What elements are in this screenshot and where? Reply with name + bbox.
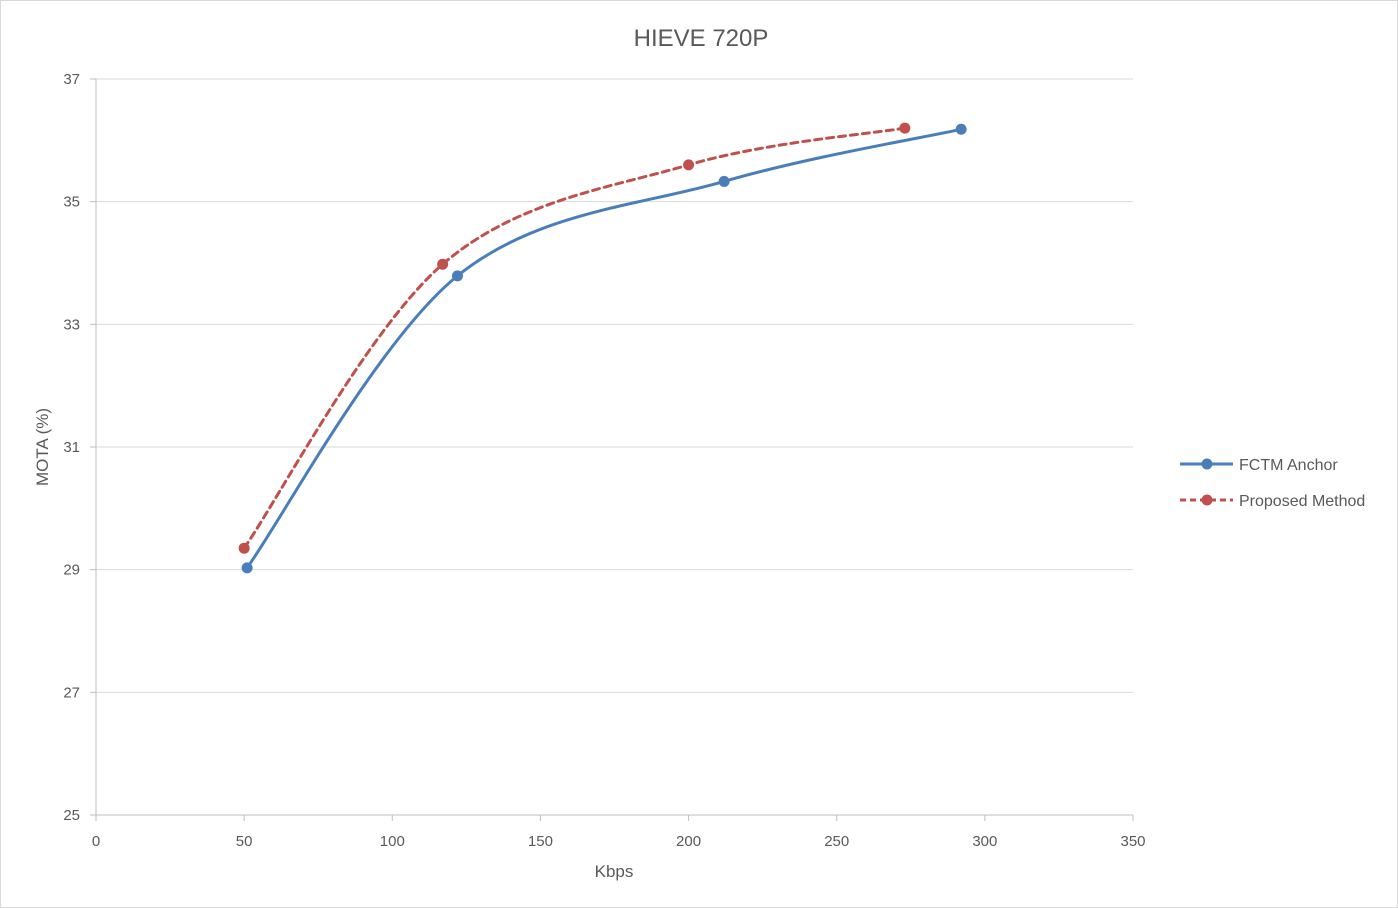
legend-label: Proposed Method: [1239, 493, 1365, 510]
series-line-1: [245, 127, 963, 570]
chart-title: HIEVE 720P: [634, 25, 769, 52]
data-point-s1-4: [955, 123, 967, 135]
x-tick-label: 100: [380, 833, 405, 850]
x-tick-label: 0: [92, 833, 100, 850]
legend-swatch-marker: [1201, 458, 1213, 470]
x-tick-label: 250: [824, 833, 849, 850]
legend-item-2: Proposed Method: [1180, 493, 1365, 510]
legend-label: FCTM Anchor: [1239, 457, 1338, 474]
data-point-s2-1: [238, 542, 250, 554]
x-tick-labels: 0 50 100 150 200 250 300 350: [92, 833, 1146, 850]
legend: FCTM Anchor Proposed Method: [1180, 457, 1365, 510]
legend-item-1: FCTM Anchor: [1180, 457, 1338, 474]
series-markers: [238, 122, 967, 574]
x-tick-label: 350: [1120, 833, 1145, 850]
data-point-s1-3: [718, 175, 730, 187]
series-lines: [242, 126, 963, 570]
data-point-s1-2: [451, 270, 463, 282]
x-axis-title: Kbps: [595, 862, 634, 881]
y-axis-title: MOTA (%): [33, 408, 52, 486]
data-point-s2-4: [899, 122, 911, 134]
y-tick-label: 33: [63, 316, 80, 333]
y-tick-labels: 25 27 29 31 33 35 37: [63, 71, 80, 824]
x-tick-label: 200: [676, 833, 701, 850]
x-tick-label: 300: [972, 833, 997, 850]
y-tick-label: 25: [63, 807, 80, 824]
y-tick-label: 35: [63, 194, 80, 211]
data-point-s1-1: [241, 562, 253, 574]
legend-swatch-marker: [1201, 494, 1213, 506]
data-point-s2-3: [683, 159, 695, 171]
y-tick-label: 27: [63, 684, 80, 701]
y-tick-label: 31: [63, 439, 80, 456]
y-tick-label: 37: [63, 71, 80, 88]
x-tick-label: 50: [236, 833, 253, 850]
y-tick-label: 29: [63, 562, 80, 579]
series-line-2: [242, 126, 907, 550]
x-tick-label: 150: [528, 833, 553, 850]
axes: [90, 78, 1134, 821]
gridlines: [96, 78, 1133, 693]
data-point-s2-2: [437, 258, 449, 270]
